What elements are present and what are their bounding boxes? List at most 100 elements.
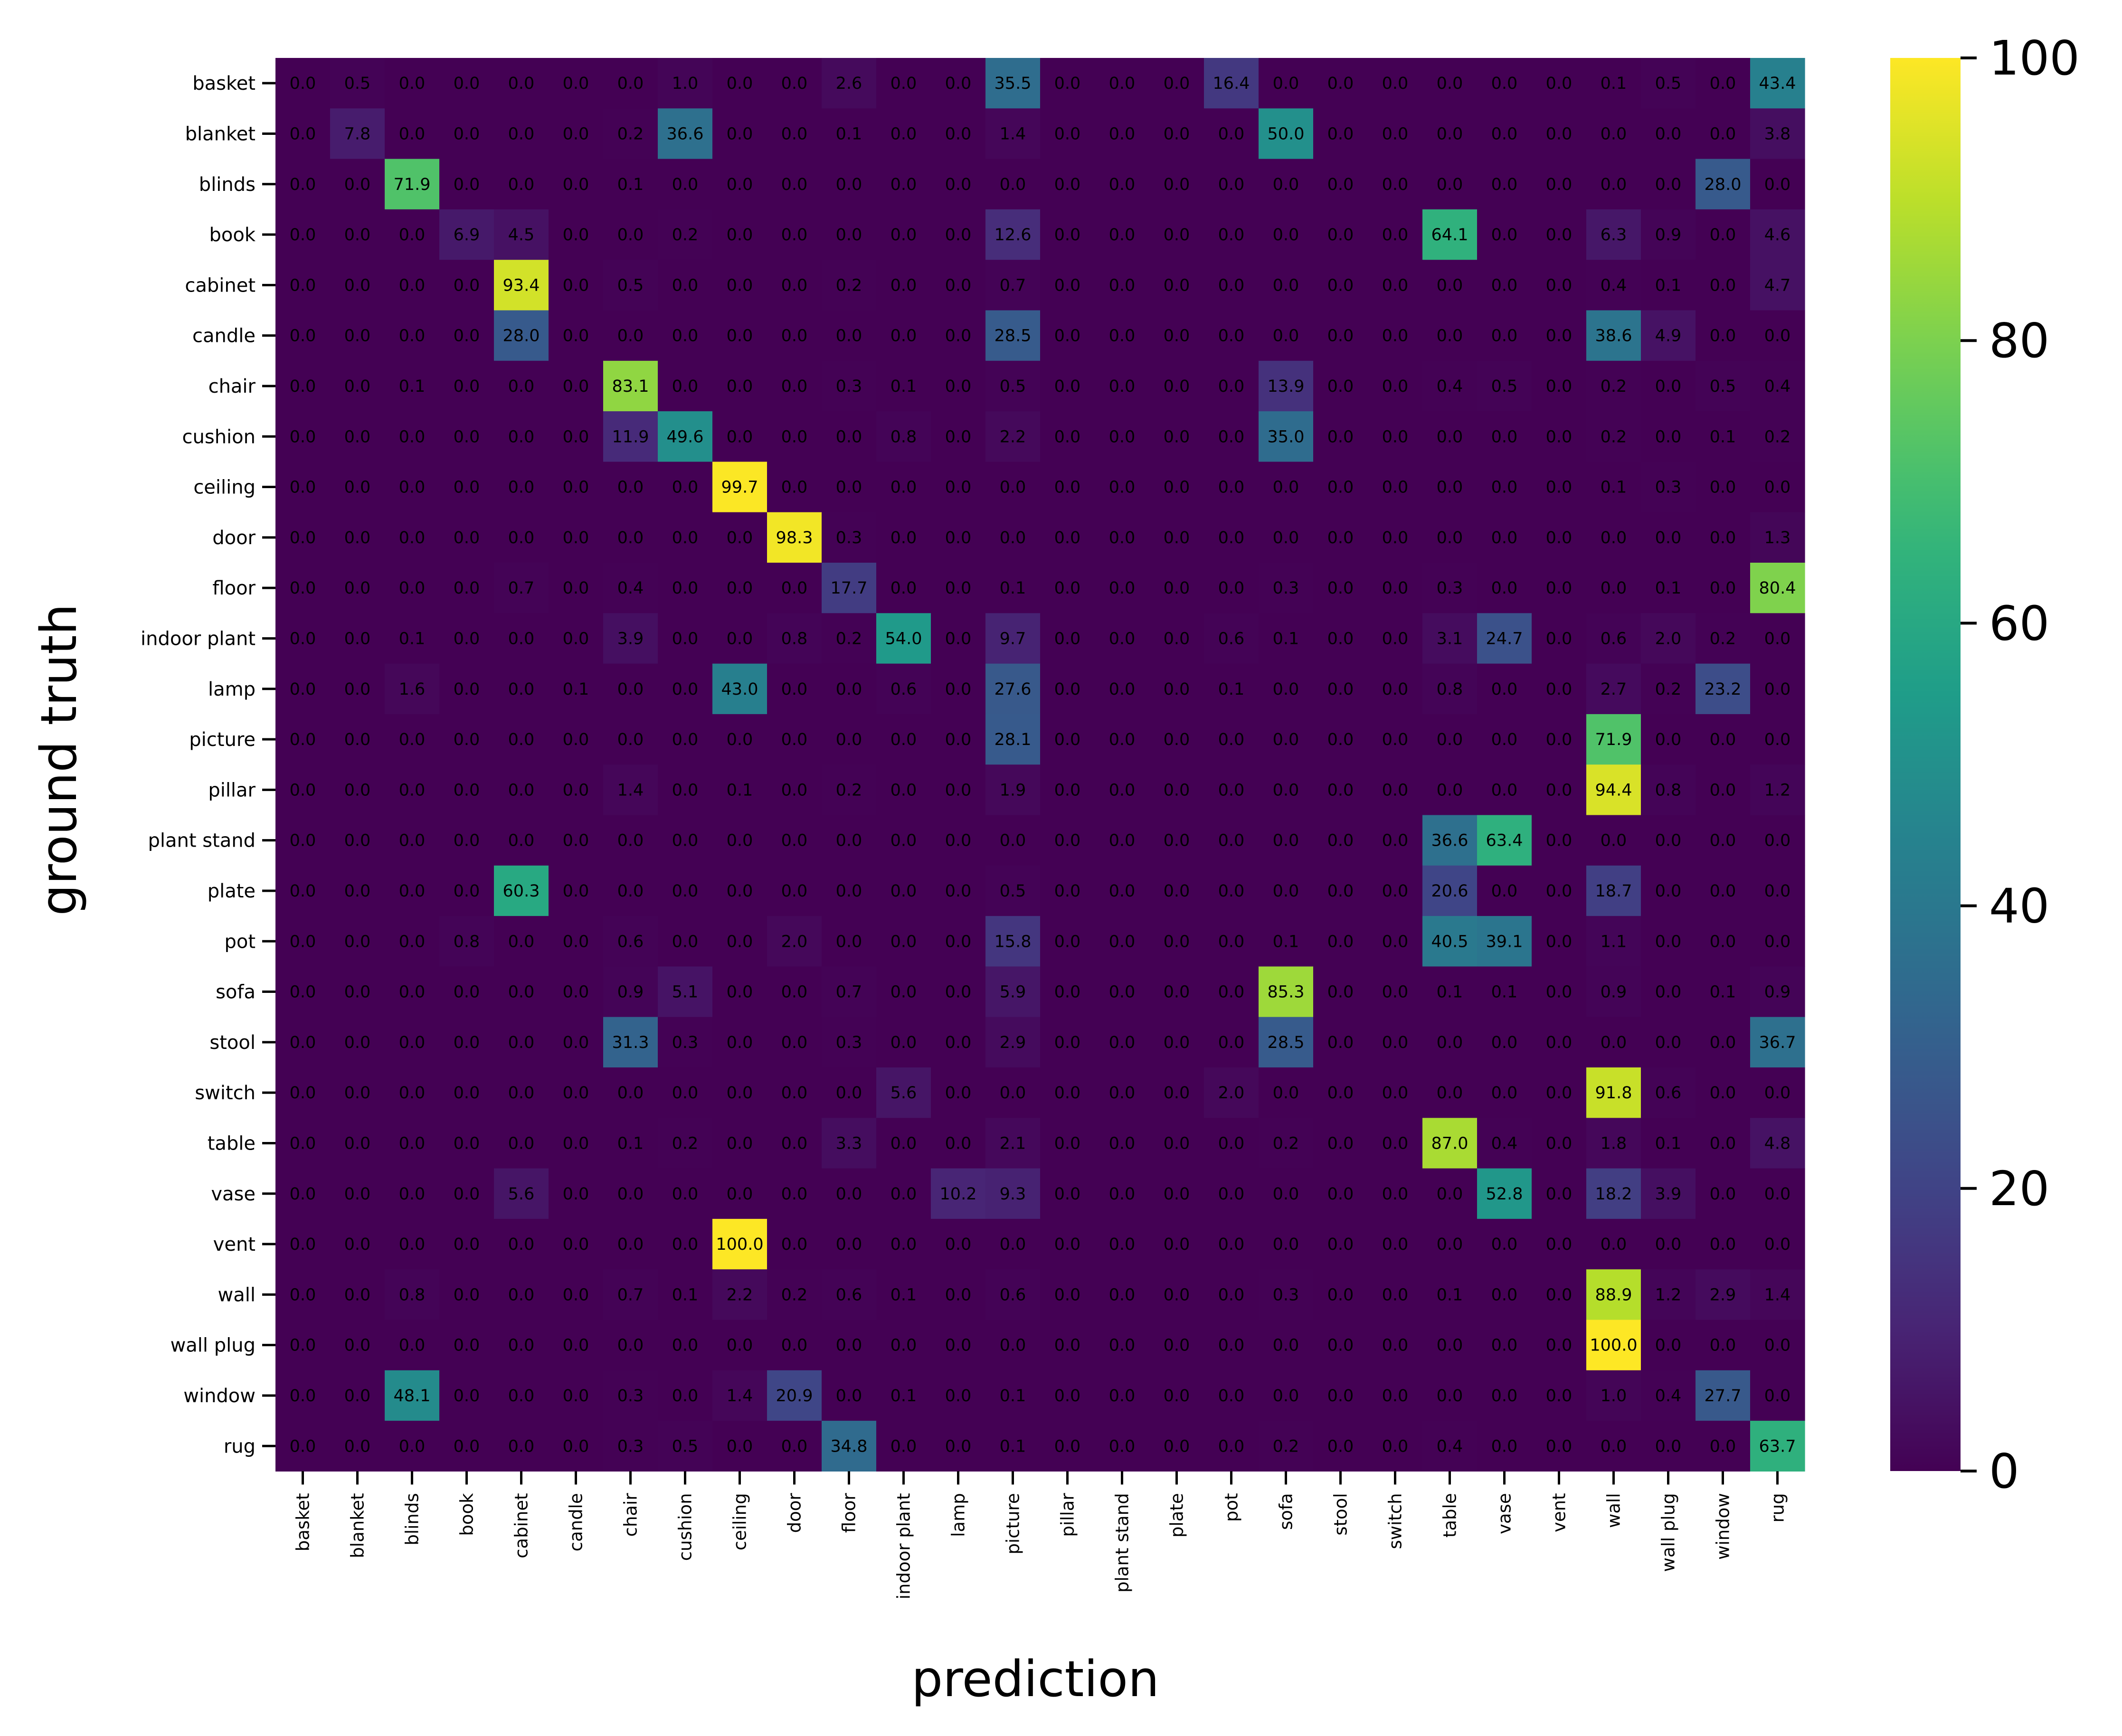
cell-value-label: 0.0 xyxy=(1054,1336,1081,1355)
cell-value-label: 0.0 xyxy=(1764,1336,1791,1355)
y-tick-label: blanket xyxy=(185,123,256,145)
cell-value-label: 0.0 xyxy=(1491,1437,1518,1456)
cell-value-label: 0.0 xyxy=(508,983,535,1002)
heatmap-cell xyxy=(1040,462,1095,513)
cell-value-label: 0.0 xyxy=(1327,831,1354,850)
cell-value-label: 0.0 xyxy=(1546,74,1573,93)
heatmap-cell xyxy=(275,613,331,664)
heatmap-cell xyxy=(767,462,822,513)
cell-value-label: 0.2 xyxy=(1710,629,1736,648)
heatmap-cell xyxy=(1095,663,1150,715)
cell-value-label: 0.0 xyxy=(890,882,917,901)
heatmap-cell xyxy=(658,159,713,210)
heatmap-cell xyxy=(1586,663,1641,715)
heatmap-cell xyxy=(822,58,877,109)
heatmap-cell xyxy=(985,1118,1041,1169)
cell-value-label: 0.0 xyxy=(727,427,753,446)
heatmap-cell xyxy=(1368,310,1423,361)
cell-value-label: 0.0 xyxy=(1109,579,1136,598)
heatmap-cell xyxy=(712,714,767,765)
heatmap-cell xyxy=(876,159,931,210)
heatmap-cell xyxy=(1259,260,1314,311)
cell-value-label: 0.0 xyxy=(1491,478,1518,497)
cell-value-label: 0.0 xyxy=(399,730,426,749)
heatmap-cell xyxy=(767,411,822,462)
heatmap-cell xyxy=(494,815,549,866)
cell-value-label: 0.7 xyxy=(508,579,535,598)
y-tick-label: table xyxy=(208,1132,256,1154)
heatmap-cell xyxy=(1040,1067,1095,1118)
heatmap-cell xyxy=(876,360,931,412)
cell-value-label: 0.0 xyxy=(1327,1285,1354,1304)
colorbar-tick-label: 20 xyxy=(1989,1161,2049,1217)
cell-value-label: 0.0 xyxy=(1054,680,1081,699)
cell-value-label: 0.0 xyxy=(1164,1336,1190,1355)
cell-value-label: 0.0 xyxy=(1054,983,1081,1002)
heatmap-cell xyxy=(876,108,931,160)
heatmap-cell xyxy=(876,1269,931,1321)
heatmap-cell xyxy=(1696,1218,1751,1270)
cell-value-label: 0.0 xyxy=(344,1185,371,1204)
cell-value-label: 1.4 xyxy=(727,1387,753,1406)
heatmap-cell xyxy=(822,1118,877,1169)
cell-value-label: 0.0 xyxy=(1054,1033,1081,1052)
heatmap-cell xyxy=(1586,159,1641,210)
heatmap-cell xyxy=(1095,815,1150,866)
heatmap-cell xyxy=(1750,563,1805,613)
cell-value-label: 0.1 xyxy=(672,1285,699,1304)
cell-value-label: 0.0 xyxy=(508,1437,535,1456)
heatmap-cell xyxy=(658,1320,713,1371)
heatmap-cell xyxy=(1586,563,1641,613)
heatmap-cell xyxy=(712,764,767,816)
cell-value-label: 20.6 xyxy=(1431,882,1468,901)
heatmap-cell xyxy=(985,1269,1041,1321)
cell-value-label: 0.5 xyxy=(672,1437,699,1456)
heatmap-cell xyxy=(1368,108,1423,160)
heatmap-cell xyxy=(549,865,604,916)
cell-value-label: 0.0 xyxy=(344,781,371,800)
heatmap-cell xyxy=(1532,512,1587,563)
cell-value-label: 0.0 xyxy=(1382,882,1409,901)
cell-value-label: 0.0 xyxy=(399,478,426,497)
cell-value-label: 0.0 xyxy=(781,1084,808,1103)
heatmap-cell xyxy=(494,1168,549,1219)
cell-value-label: 0.0 xyxy=(1109,377,1136,396)
cell-value-label: 0.0 xyxy=(890,579,917,598)
cell-value-label: 0.0 xyxy=(781,478,808,497)
cell-value-label: 0.0 xyxy=(672,1336,699,1355)
cell-value-label: 0.0 xyxy=(1327,983,1354,1002)
heatmap-cell xyxy=(549,310,604,361)
heatmap-cell xyxy=(439,512,494,563)
heatmap-cell xyxy=(1040,1017,1095,1068)
y-tick-label: sofa xyxy=(216,981,256,1003)
heatmap-cell xyxy=(1259,209,1314,260)
cell-value-label: 0.0 xyxy=(1546,124,1573,143)
heatmap-cell xyxy=(931,360,986,412)
cell-value-label: 0.0 xyxy=(1491,1033,1518,1052)
heatmap-cell xyxy=(1204,1118,1259,1169)
heatmap-cell xyxy=(275,815,331,866)
cell-value-label: 0.0 xyxy=(1218,983,1245,1002)
cell-value-label: 0.0 xyxy=(1655,377,1682,396)
cell-value-label: 0.0 xyxy=(1054,1185,1081,1204)
heatmap-cell xyxy=(494,613,549,664)
heatmap-cell xyxy=(275,764,331,816)
cell-value-label: 0.0 xyxy=(1764,327,1791,346)
heatmap-cell xyxy=(1422,916,1478,967)
heatmap-cell xyxy=(275,209,331,260)
heatmap-cell xyxy=(1313,1017,1368,1068)
cell-value-label: 0.0 xyxy=(617,1185,644,1204)
cell-value-label: 0.0 xyxy=(1054,882,1081,901)
heatmap-cell xyxy=(1313,714,1368,765)
heatmap-cell xyxy=(1477,966,1532,1018)
heatmap-cell xyxy=(385,714,440,765)
heatmap-cell xyxy=(1586,613,1641,664)
heatmap-cell xyxy=(712,360,767,412)
cell-value-label: 3.9 xyxy=(1655,1185,1682,1204)
cell-value-label: 0.1 xyxy=(1491,983,1518,1002)
cell-value-label: 0.1 xyxy=(1273,932,1299,951)
cell-value-label: 0.0 xyxy=(727,932,753,951)
cell-value-label: 0.0 xyxy=(781,983,808,1002)
heatmap-cell xyxy=(385,663,440,715)
x-tick-label: chair xyxy=(621,1493,641,1537)
